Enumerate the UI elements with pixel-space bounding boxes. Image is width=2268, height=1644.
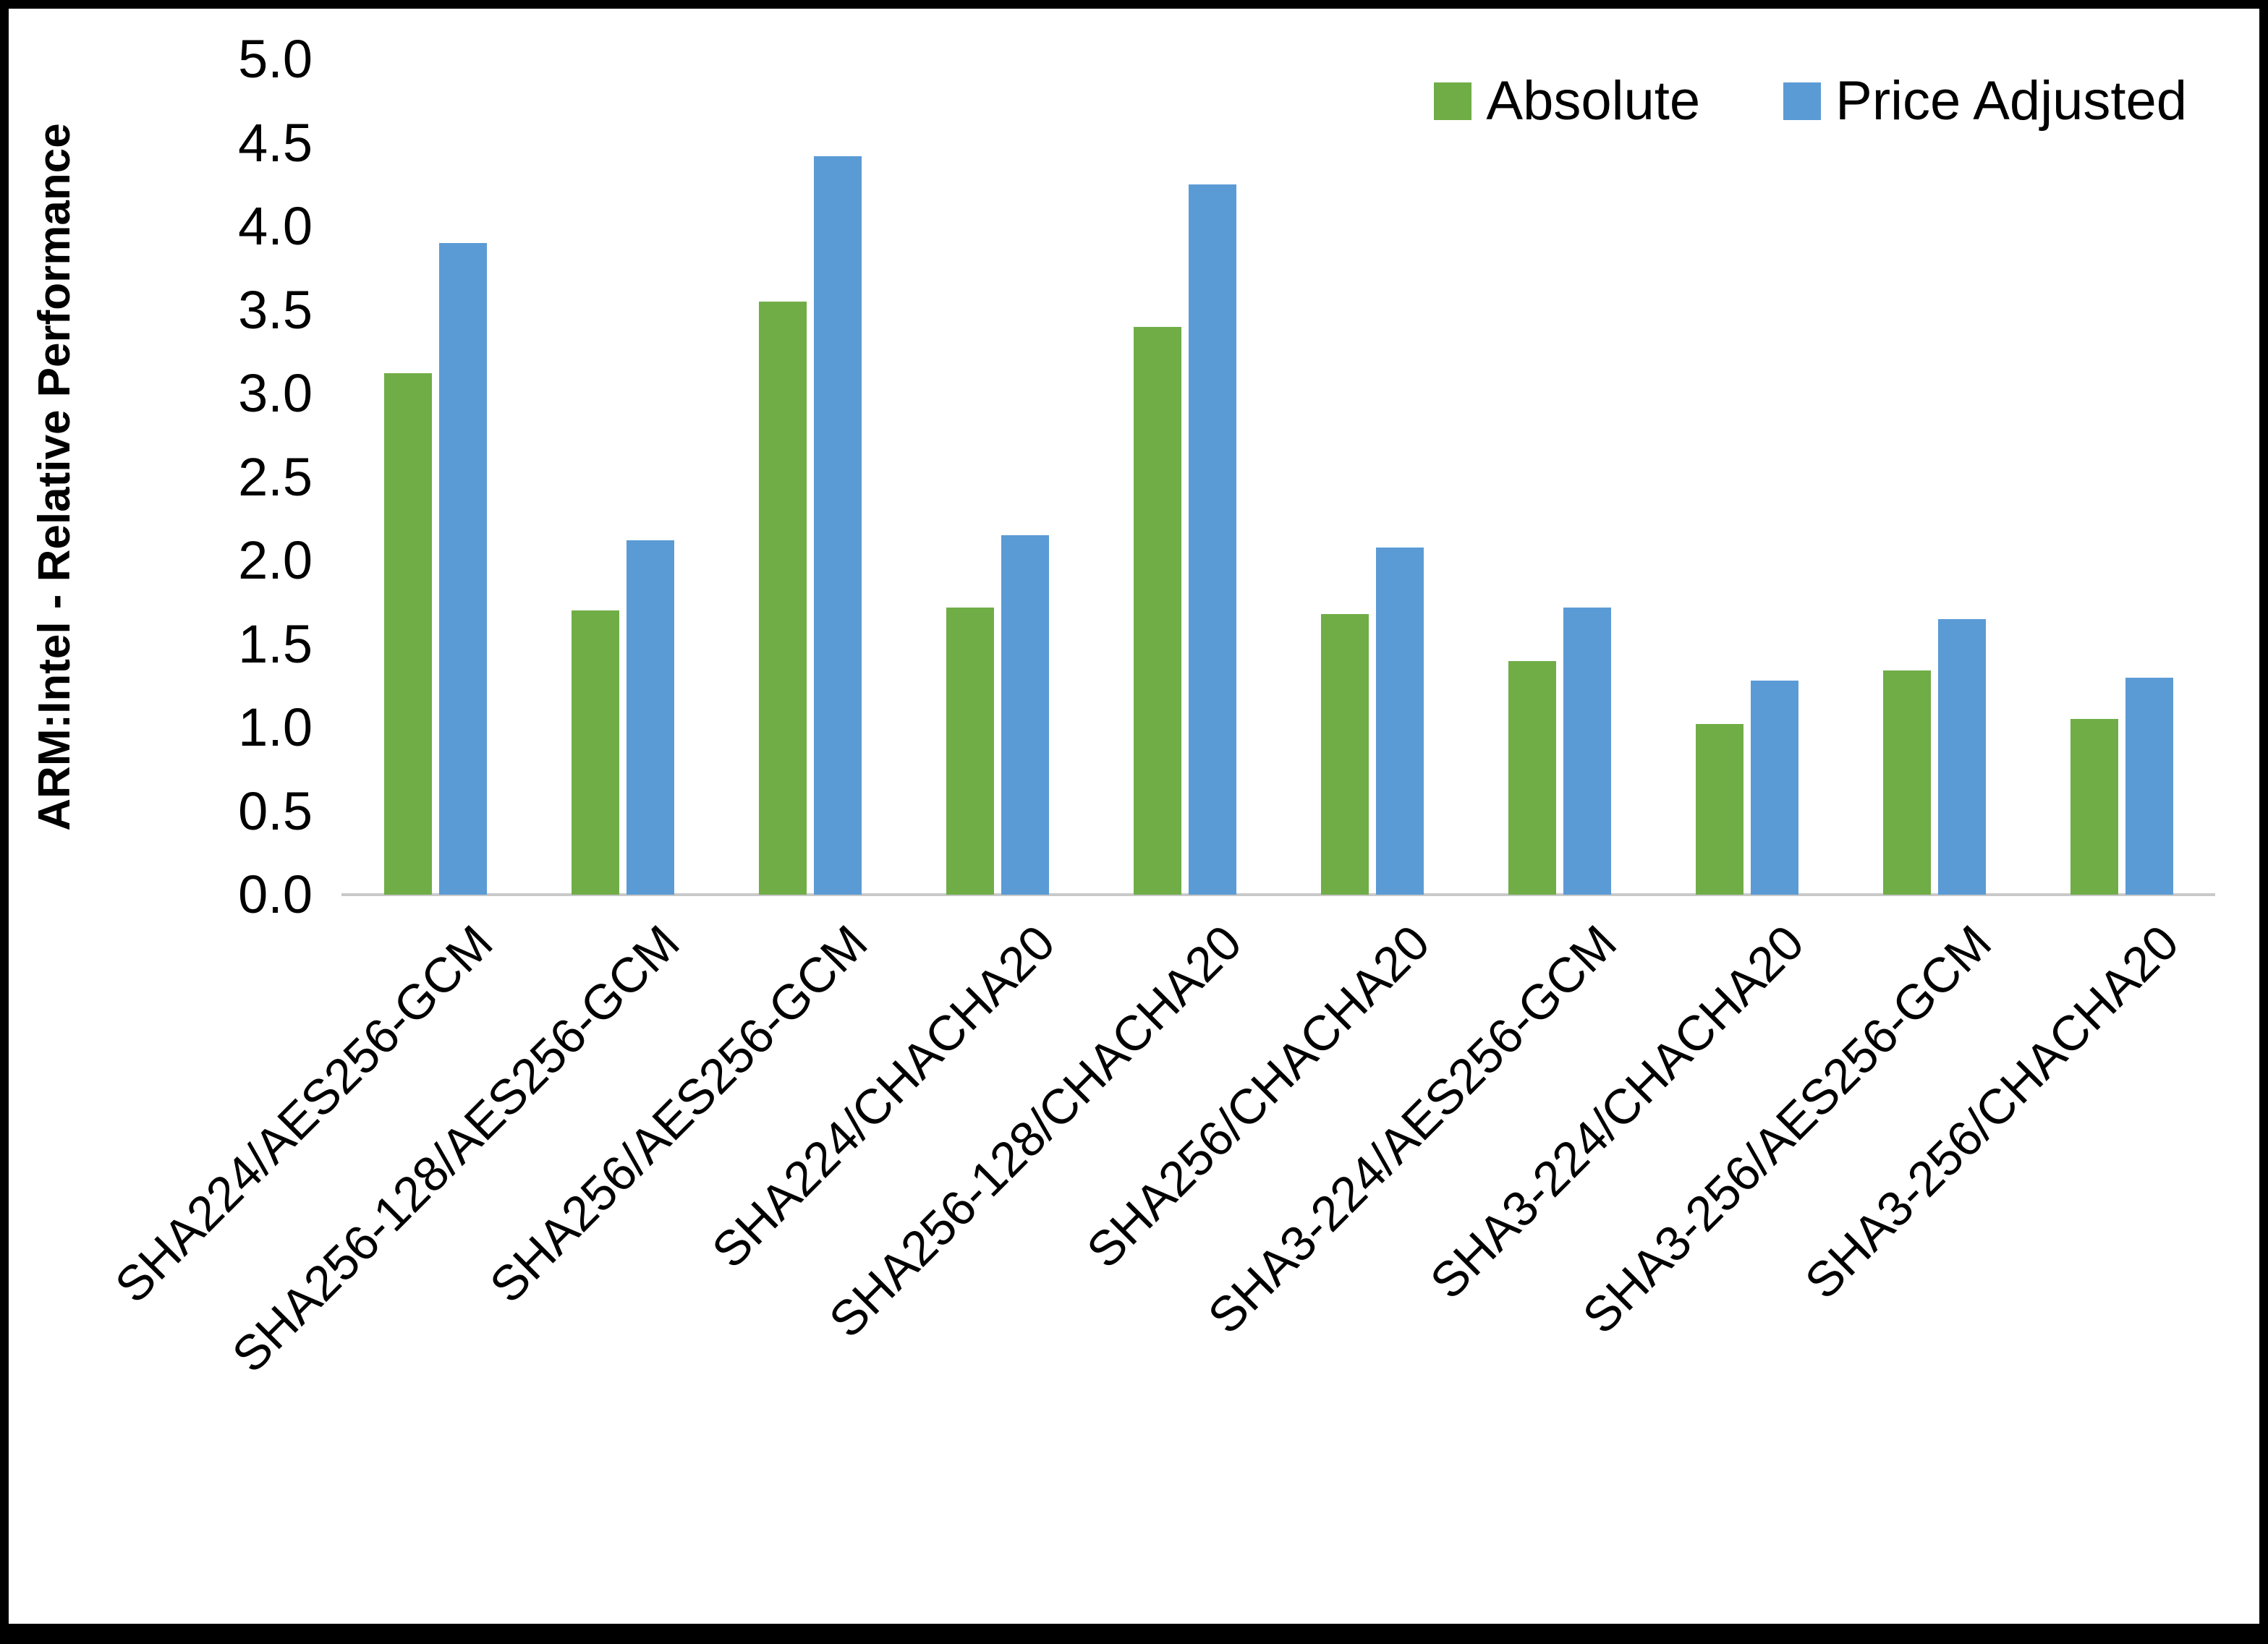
bar-price-adjusted: [1001, 535, 1049, 895]
bar-group-1: [341, 59, 529, 895]
bar-price-adjusted: [1375, 547, 1424, 895]
bar-price-adjusted: [1188, 184, 1236, 895]
bar-absolute: [758, 301, 807, 895]
bar-group-9: [1840, 59, 2028, 895]
bar-absolute: [383, 373, 432, 895]
bar-group-3: [716, 59, 904, 895]
x-axis-labels: SHA224/AES256-GCM SHA256-128/AES256-GCM SH…: [9, 9, 2259, 1624]
y-tick-label: 4.0: [238, 196, 313, 256]
x-category-label: SHA224/AES256-GCM: [104, 914, 504, 1313]
bar-price-adjusted: [1563, 607, 1611, 895]
bar-price-adjusted: [813, 156, 862, 895]
bar-absolute: [1320, 613, 1369, 895]
x-category-label: SHA3-224/CHACHA20: [1419, 914, 1815, 1310]
bar-absolute: [2070, 719, 2118, 895]
y-tick-label: 1.5: [238, 613, 313, 674]
chart-canvas: ARM:Intel - Relative Performance Absolut…: [9, 9, 2259, 1624]
bar-price-adjusted: [2125, 677, 2173, 895]
y-tick-label: 4.5: [238, 112, 313, 173]
x-axis-line: [341, 893, 2215, 896]
bar-absolute: [946, 607, 994, 895]
y-tick-label: 2.0: [238, 530, 313, 590]
bar-price-adjusted: [1750, 681, 1798, 895]
y-tick-label: 0.5: [238, 780, 313, 841]
bar-group-5: [1091, 59, 1278, 895]
bar-absolute: [1695, 724, 1744, 895]
y-tick-label: 3.0: [238, 363, 313, 423]
legend-item-absolute: Absolute: [1434, 74, 1700, 129]
bar-group-7: [1466, 59, 1653, 895]
legend: Absolute Price Adjusted: [1434, 74, 2187, 129]
x-category-label: SHA256/CHACHA20: [1076, 914, 1440, 1279]
x-category-label: SHA224/CHACHA20: [701, 914, 1066, 1279]
legend-item-price-adjusted: Price Adjusted: [1783, 74, 2187, 129]
legend-swatch-absolute-icon: [1434, 82, 1472, 120]
bar-absolute: [1133, 326, 1181, 895]
bar-price-adjusted: [626, 540, 674, 895]
bar-group-2: [529, 59, 716, 895]
y-tick-label: 0.0: [238, 864, 313, 924]
bar-absolute: [1508, 660, 1556, 895]
x-category-label: SHA3-256/CHACHA20: [1794, 914, 2190, 1310]
bar-group-4: [904, 59, 1091, 895]
bar-group-8: [1653, 59, 1840, 895]
legend-label-absolute: Absolute: [1486, 70, 1701, 132]
bar-group-10: [2028, 59, 2215, 895]
legend-label-price-adjusted: Price Adjusted: [1835, 70, 2187, 132]
y-tick-label: 3.5: [238, 279, 313, 340]
bar-price-adjusted: [438, 243, 487, 895]
bar-absolute: [571, 610, 619, 895]
bar-price-adjusted: [1937, 618, 1986, 895]
y-tick-label: 5.0: [238, 29, 313, 89]
y-tick-label: 1.0: [238, 697, 313, 757]
x-category-label: SHA256/AES256-GCM: [479, 914, 878, 1313]
bar-absolute: [1882, 670, 1931, 895]
legend-swatch-price-adjusted-icon: [1783, 82, 1822, 120]
plot-area: [341, 59, 2215, 896]
bar-group-6: [1278, 59, 1466, 895]
y-tick-label: 2.5: [238, 446, 313, 507]
